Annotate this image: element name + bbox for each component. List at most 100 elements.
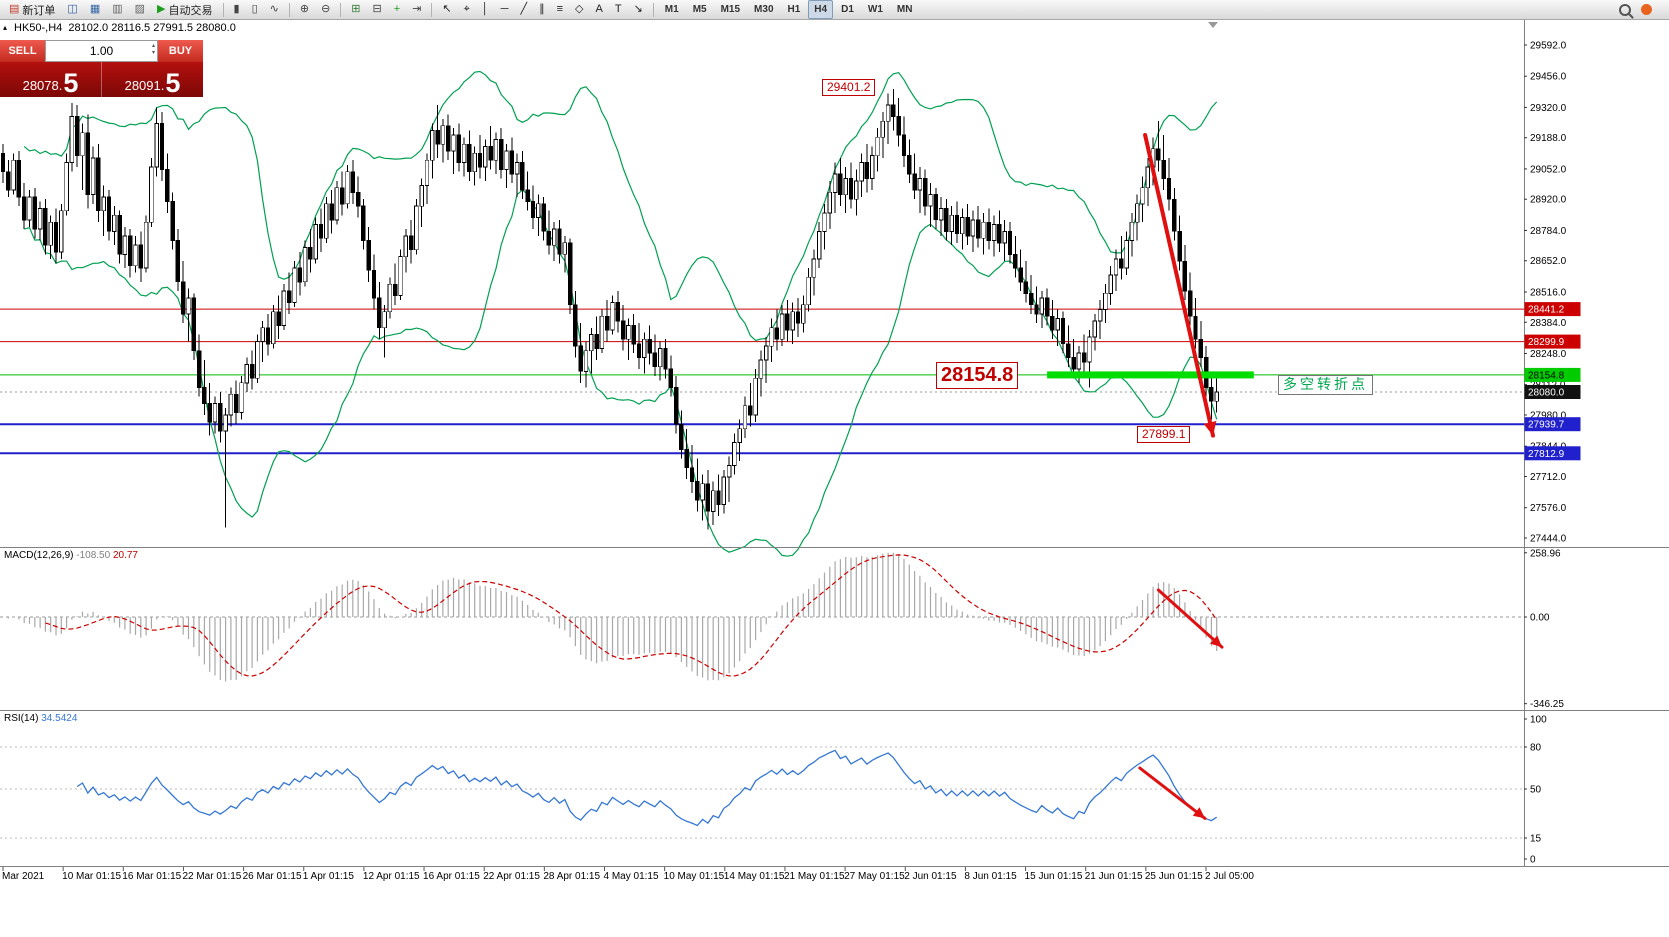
svg-text:26 Mar 01:15: 26 Mar 01:15 (243, 871, 302, 882)
cursor-button[interactable]: ↖ (437, 0, 456, 19)
svg-text:21 May 01:15: 21 May 01:15 (784, 871, 845, 882)
buy-button[interactable]: BUY (158, 40, 203, 62)
navigator-button[interactable]: ▥ (107, 0, 127, 19)
timeframe-m30-button[interactable]: M30 (754, 4, 774, 15)
timeframe-m5-button[interactable]: M5 (692, 4, 707, 15)
chart-area[interactable]: 29592.0 29456.0 29320.0 29188.0 29052.0 28920… (0, 0, 1669, 890)
fibonacci-button[interactable]: ≡ (552, 0, 568, 19)
candlestick-chart-button[interactable]: ▯ (247, 0, 263, 19)
svg-text:29456.0: 29456.0 (1530, 72, 1567, 83)
market-watch-button[interactable]: ◫ (62, 0, 82, 19)
data-window-button[interactable]: ▦ (85, 0, 105, 19)
trend-arrow[interactable] (1143, 133, 1215, 438)
trend-arrow[interactable] (1138, 766, 1207, 820)
support-zone-highlight[interactable] (1047, 371, 1254, 379)
rsi-line (76, 749, 1218, 827)
buy-price-main: 28091. (124, 77, 165, 93)
tile-windows-button[interactable]: ⊞ (346, 0, 365, 19)
price-label-peak[interactable]: 29401.2 (822, 79, 876, 96)
support-price-label[interactable]: 28154.8 (936, 362, 1019, 389)
price-label-low[interactable]: 27899.1 (1137, 426, 1191, 443)
timeframe-w1-button[interactable]: W1 (867, 4, 883, 15)
new-order-button[interactable]: ▤ 新订单 (4, 0, 60, 19)
tile-windows-icon: ⊞ (351, 3, 361, 15)
price-axis[interactable]: 29592.0 29456.0 29320.0 29188.0 29052.0 28920… (1524, 41, 1581, 545)
trend-arrow[interactable] (1156, 588, 1224, 649)
new-chart-button[interactable]: + (389, 0, 405, 19)
shapes-button[interactable]: ◇ (570, 0, 588, 19)
svg-text:50: 50 (1530, 785, 1542, 796)
crosshair-button[interactable]: ⌖ (459, 0, 475, 19)
sell-price-main: 28078. (22, 77, 63, 93)
zoom-in-button[interactable]: ⊕ (295, 0, 314, 19)
auto-trading-button-label: 自动交易 (168, 4, 213, 17)
alerts-icon[interactable] (1641, 4, 1652, 15)
svg-text:10 May 01:15: 10 May 01:15 (664, 871, 725, 882)
svg-text:258.96: 258.96 (1530, 548, 1561, 559)
svg-text:14 May 01:15: 14 May 01:15 (724, 871, 785, 882)
channel-button[interactable]: ∥ (534, 0, 550, 19)
label-icon: T (614, 3, 622, 15)
text-button[interactable]: A (590, 0, 607, 19)
buy-price[interactable]: 28091. 5 (101, 62, 203, 97)
auto-scroll-icon: ⇥ (412, 3, 422, 15)
chart-shift-marker[interactable] (1208, 22, 1218, 28)
timeframe-h4-button[interactable]: H4 (808, 0, 834, 19)
one-click-trading-panel: SELL 1.00 ▴ ▾ BUY 28078. 5 28091. 5 (0, 40, 203, 97)
svg-text:12 Apr 01:15: 12 Apr 01:15 (363, 871, 420, 882)
auto-scroll-button[interactable]: ⇥ (407, 0, 426, 19)
timeframe-d1-button[interactable]: D1 (841, 4, 854, 15)
lot-decrease-button[interactable]: ▾ (151, 50, 155, 57)
timeframe-h1-button[interactable]: H1 (787, 4, 801, 15)
zoom-out-button[interactable]: ⊖ (316, 0, 335, 19)
auto-trading-button[interactable]: ▶ 自动交易 (152, 0, 217, 19)
new-chart-icon: + (393, 3, 401, 15)
timeframe-m15-button[interactable]: M15 (720, 4, 741, 15)
sell-price-pips: 5 (63, 68, 79, 99)
line-chart-button[interactable]: ∿ (265, 0, 284, 19)
svg-text:22 Mar 01:15: 22 Mar 01:15 (182, 871, 241, 882)
sell-button[interactable]: SELL (0, 40, 45, 62)
timeframe-mn-button[interactable]: MN (896, 4, 913, 15)
svg-text:22 Apr 01:15: 22 Apr 01:15 (483, 871, 540, 882)
svg-text:25 Jun 01:15: 25 Jun 01:15 (1145, 871, 1203, 882)
terminal-icon: ▨ (134, 3, 146, 15)
horizontal-line-button[interactable]: ─ (496, 0, 514, 19)
text-icon: A (595, 3, 603, 15)
svg-text:28516.0: 28516.0 (1530, 287, 1567, 298)
new-order-button-label: 新订单 (22, 4, 56, 17)
toolbar-right-icons (1619, 3, 1666, 16)
sell-price[interactable]: 28078. 5 (0, 62, 101, 97)
toolbar-separator (652, 2, 654, 17)
svg-text:4 May 01:15: 4 May 01:15 (604, 871, 659, 882)
navigator-icon: ▥ (112, 3, 123, 15)
bar-chart-button[interactable]: ▮ (229, 0, 245, 19)
new-order-icon: ▤ (9, 3, 20, 15)
svg-text:27712.0: 27712.0 (1530, 472, 1567, 483)
svg-text:27444.0: 27444.0 (1530, 534, 1567, 545)
svg-text:16 Apr 01:15: 16 Apr 01:15 (423, 871, 480, 882)
svg-text:15: 15 (1530, 834, 1542, 845)
candlestick-icon: ▯ (251, 3, 258, 15)
vertical-line-button[interactable]: │ (477, 0, 494, 19)
arrows-button[interactable]: ↘ (629, 0, 648, 19)
search-icon[interactable] (1619, 3, 1631, 16)
panel-collapse-arrow[interactable]: ▴ (3, 23, 8, 32)
svg-text:28920.0: 28920.0 (1530, 195, 1567, 206)
trendline-button[interactable]: ╱ (515, 0, 532, 19)
macd-panel: 258.96 0.00 -346.25 (0, 548, 1564, 710)
turning-point-label[interactable]: 多空转折点 (1278, 375, 1373, 395)
cascade-windows-button[interactable]: ⊟ (368, 0, 387, 19)
timeframe-m1-button[interactable]: M1 (664, 4, 679, 15)
lot-size-field[interactable]: 1.00 ▴ ▾ (45, 40, 158, 62)
rsi-value: 34.5424 (41, 713, 78, 724)
terminal-button[interactable]: ▨ (130, 0, 150, 19)
label-button[interactable]: T (610, 0, 627, 19)
time-axis[interactable]: Mar 2021 10 Mar 01:15 16 Mar 01:15 22 Mar 0… (2, 867, 1254, 882)
svg-text:28784.0: 28784.0 (1530, 226, 1567, 237)
bollinger-upper-band (23, 70, 1218, 342)
trend-arrow-head (1192, 807, 1205, 819)
macd-name: MACD(12,26,9) (4, 550, 74, 561)
lot-increase-button[interactable]: ▴ (151, 43, 155, 49)
candlestick-series (0, 88, 1219, 530)
